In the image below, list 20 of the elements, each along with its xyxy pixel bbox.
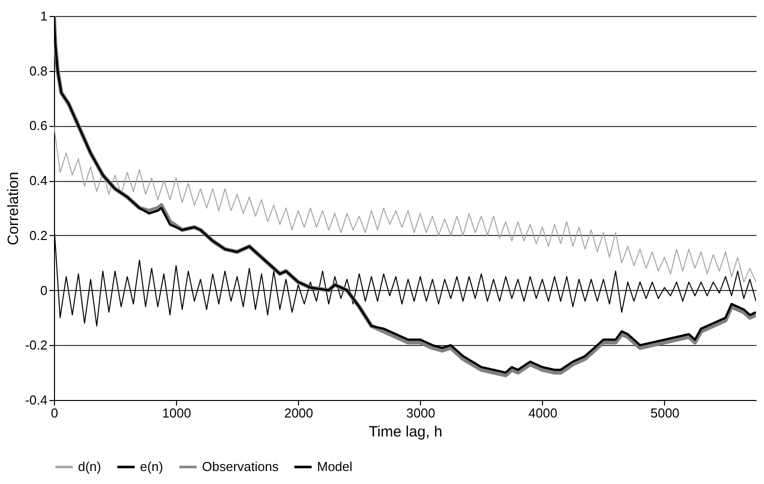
legend-label: Observations <box>202 459 280 474</box>
y-tick-label: 0.2 <box>29 228 48 243</box>
legend-label: d(n) <box>78 459 102 474</box>
x-tick-label: 5000 <box>650 406 680 420</box>
x-tick-label: 4000 <box>528 406 558 420</box>
y-tick-label: 0.4 <box>29 173 48 188</box>
y-tick-label: 0.6 <box>29 118 48 134</box>
y-tick-label: 0 <box>40 282 48 298</box>
x-axis-title: Time lag, h <box>368 424 442 440</box>
y-tick-label: -0.4 <box>25 392 48 408</box>
x-tick-label: 2000 <box>284 406 314 420</box>
x-tick-label: 0 <box>50 406 58 420</box>
y-tick-label: -0.2 <box>25 338 48 353</box>
legend-label: e(n) <box>140 459 164 474</box>
y-axis-title: Correlation <box>5 172 22 246</box>
y-tick-label: 1 <box>40 8 48 24</box>
x-tick-label: 1000 <box>162 406 192 420</box>
legend-label: Model <box>317 459 353 474</box>
x-tick-label: 3000 <box>406 406 436 420</box>
y-tick-label: 0.8 <box>29 63 48 78</box>
